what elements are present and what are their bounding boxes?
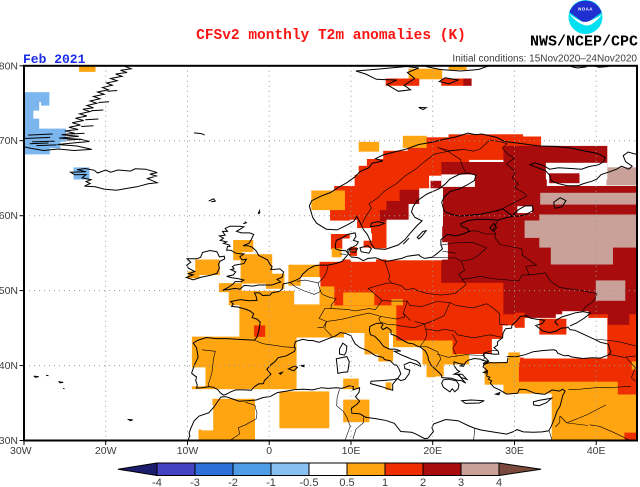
svg-text:30W: 30W — [10, 445, 32, 457]
svg-text:50N: 50N — [0, 285, 18, 297]
svg-text:Initial conditions: 15Nov2020–: Initial conditions: 15Nov2020–24Nov2020 — [452, 54, 637, 65]
svg-text:0: 0 — [266, 445, 272, 457]
svg-text:-2: -2 — [228, 477, 238, 487]
svg-text:-1: -1 — [266, 477, 276, 487]
svg-text:10E: 10E — [342, 445, 361, 457]
svg-text:40E: 40E — [587, 445, 606, 457]
svg-text:Feb 2021: Feb 2021 — [23, 52, 86, 67]
svg-text:1: 1 — [382, 477, 388, 487]
svg-text:70N: 70N — [0, 135, 18, 147]
svg-text:10W: 10W — [177, 445, 199, 457]
svg-text:30N: 30N — [0, 435, 18, 447]
svg-text:-0.5: -0.5 — [300, 477, 319, 487]
svg-text:NOAA: NOAA — [578, 7, 593, 12]
svg-text:4: 4 — [496, 477, 502, 487]
svg-text:3: 3 — [458, 477, 464, 487]
svg-text:-3: -3 — [190, 477, 200, 487]
svg-text:2: 2 — [420, 477, 426, 487]
svg-text:40N: 40N — [0, 360, 18, 372]
svg-text:30E: 30E — [505, 445, 524, 457]
svg-text:60N: 60N — [0, 210, 18, 222]
svg-text:-4: -4 — [152, 477, 162, 487]
svg-text:0.5: 0.5 — [339, 477, 354, 487]
svg-text:20E: 20E — [423, 445, 442, 457]
svg-text:80N: 80N — [0, 60, 18, 72]
svg-text:20W: 20W — [95, 445, 117, 457]
svg-text:NWS/NCEP/CPC: NWS/NCEP/CPC — [530, 34, 638, 51]
svg-text:CFSv2 monthly T2m anomalies (K: CFSv2 monthly T2m anomalies (K) — [196, 28, 466, 44]
